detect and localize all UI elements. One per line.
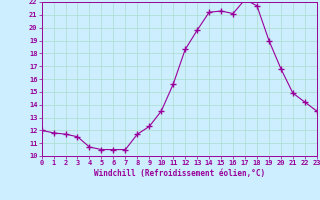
- X-axis label: Windchill (Refroidissement éolien,°C): Windchill (Refroidissement éolien,°C): [94, 169, 265, 178]
